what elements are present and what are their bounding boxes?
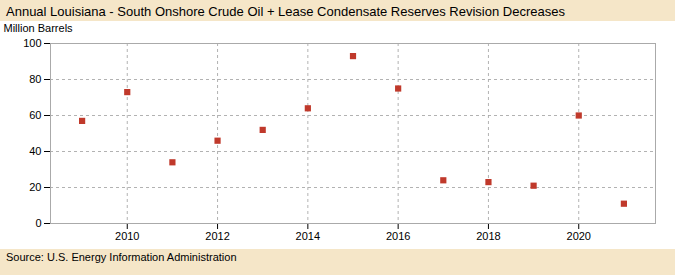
svg-text:2016: 2016: [386, 230, 410, 242]
svg-text:40: 40: [29, 145, 41, 157]
svg-text:Million Barrels: Million Barrels: [4, 22, 74, 34]
svg-text:80: 80: [29, 73, 41, 85]
svg-text:0: 0: [35, 217, 41, 229]
html-text:Annual Louisiana - South Onsho: Annual Louisiana - South Onshore Crude O…: [6, 4, 565, 19]
html-text:Source: U.S. Energy Informatio: Source: U.S. Energy Information Administ…: [6, 251, 237, 263]
svg-text:2014: 2014: [296, 230, 320, 242]
svg-text:100: 100: [23, 37, 41, 49]
svg-text:2020: 2020: [567, 230, 591, 242]
svg-text:2012: 2012: [205, 230, 229, 242]
svg-text:60: 60: [29, 109, 41, 121]
svg-text:20: 20: [29, 181, 41, 193]
svg-text:2018: 2018: [476, 230, 500, 242]
svg-text:2010: 2010: [115, 230, 139, 242]
